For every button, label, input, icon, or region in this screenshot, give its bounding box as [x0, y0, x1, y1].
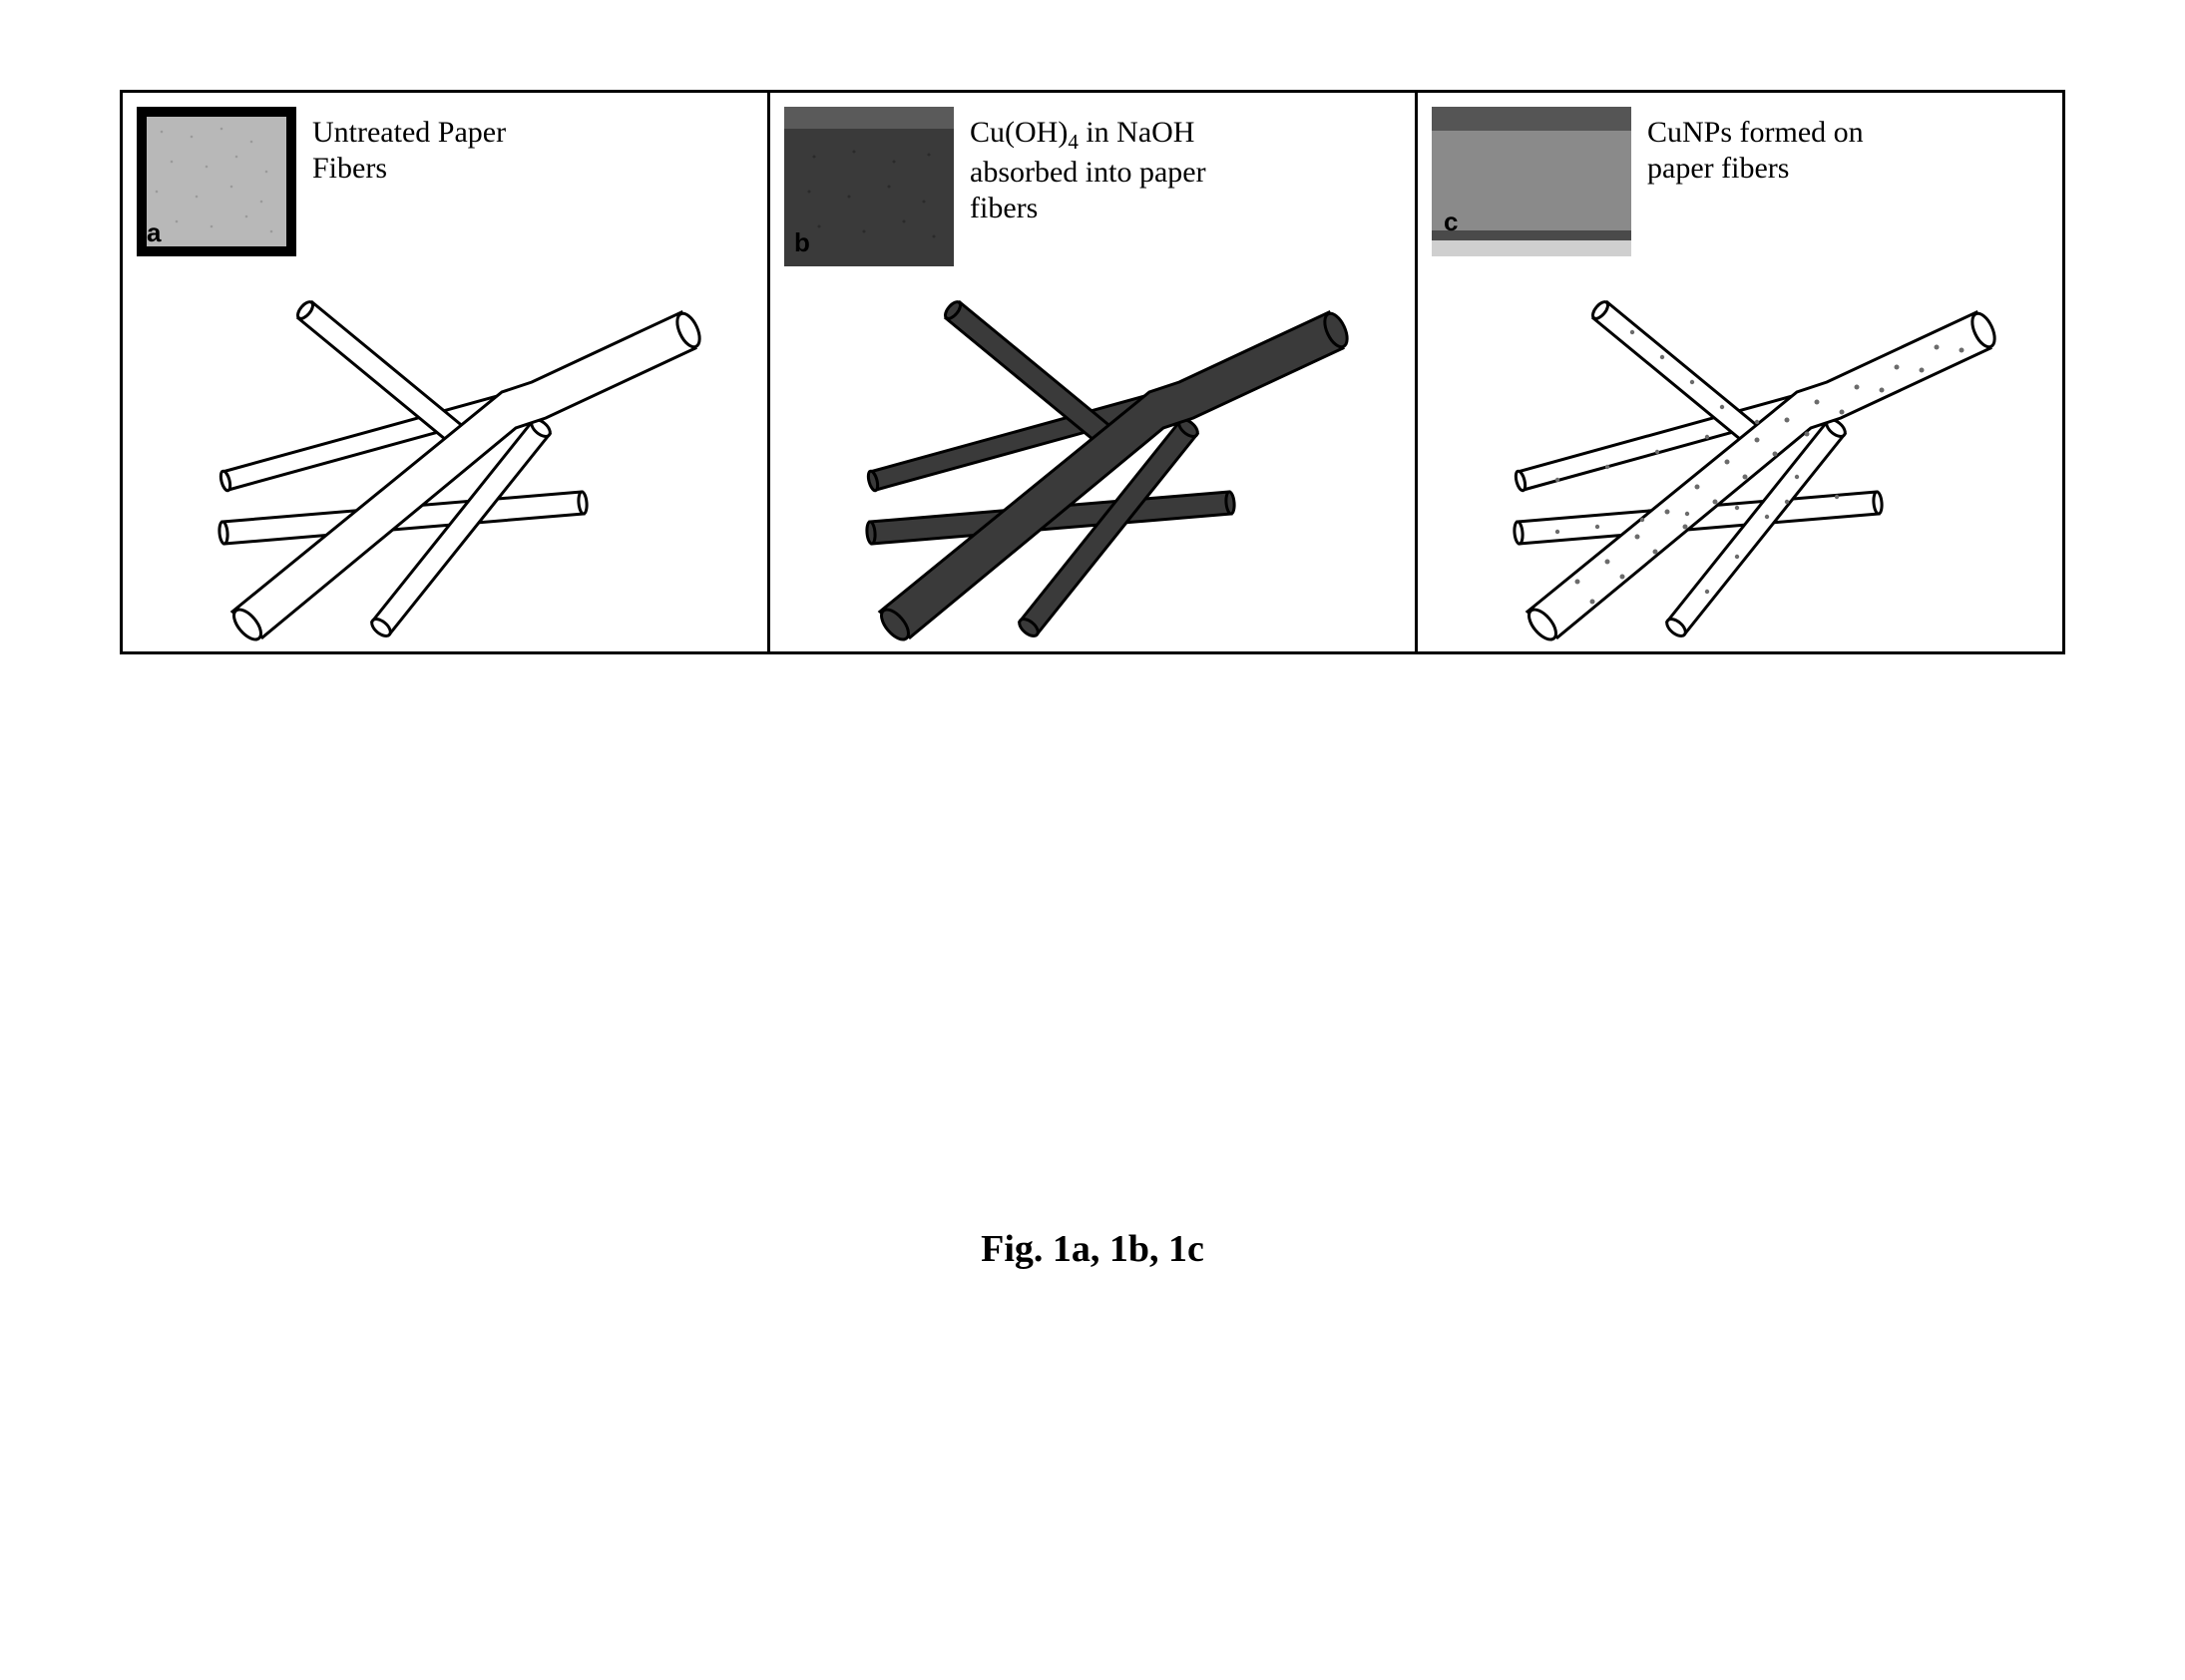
panel-letter-c: c	[1444, 207, 1458, 237]
caption-a-l2: Fibers	[312, 152, 387, 185]
panel-row: a Untreated Paper Fibers	[120, 90, 2065, 654]
panel-c: c CuNPs formed on paper fibers	[1418, 93, 2062, 651]
thumb-b: b	[784, 107, 954, 266]
caption-b-l3: fibers	[970, 192, 1038, 224]
fibers-b	[810, 262, 1369, 641]
caption-b: Cu(OH)4 in NaOH absorbed into paper fibe…	[970, 115, 1206, 226]
caption-b-l1: Cu(OH)4 in NaOH	[970, 116, 1194, 149]
panel-letter-b: b	[794, 227, 810, 258]
caption-c-l2: paper fibers	[1647, 152, 1789, 185]
panel-b: b Cu(OH)4 in NaOH absorbed into paper fi…	[770, 93, 1418, 651]
caption-a: Untreated Paper Fibers	[312, 115, 506, 187]
thumb-c: c	[1432, 107, 1631, 256]
panel-a: a Untreated Paper Fibers	[123, 93, 770, 651]
fibers-a	[163, 262, 721, 641]
fibers-c	[1458, 262, 2016, 641]
thumb-a: a	[137, 107, 296, 256]
caption-c: CuNPs formed on paper fibers	[1647, 115, 1864, 187]
figure-1: a Untreated Paper Fibers	[120, 90, 2065, 654]
panel-letter-a: a	[147, 217, 161, 248]
caption-a-l1: Untreated Paper	[312, 116, 506, 149]
caption-b-l2: absorbed into paper	[970, 156, 1206, 189]
caption-c-l1: CuNPs formed on	[1647, 116, 1864, 149]
figure-caption: Fig. 1a, 1b, 1c	[0, 1227, 2185, 1271]
